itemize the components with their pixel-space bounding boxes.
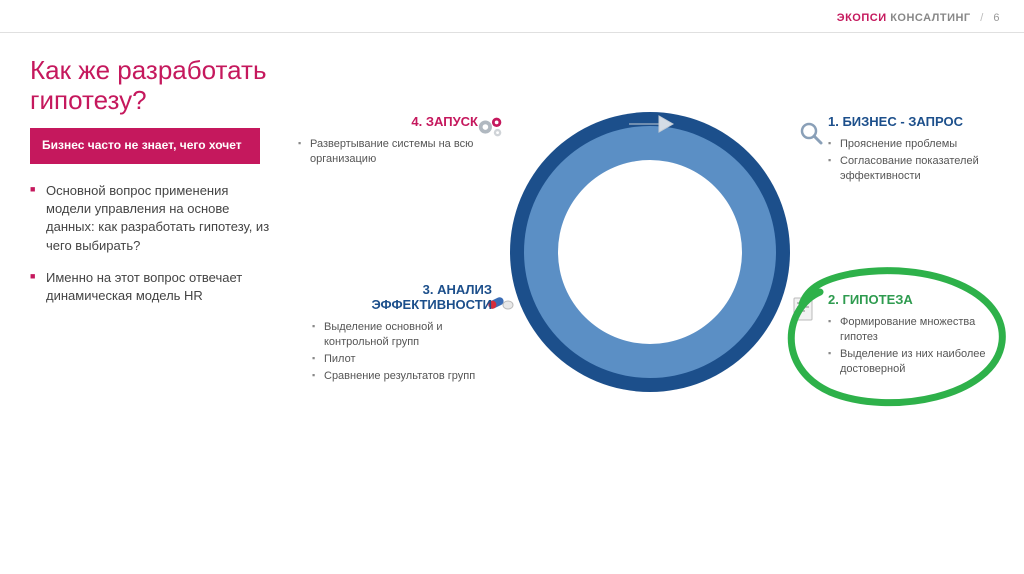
document-icon bbox=[788, 294, 818, 324]
cycle-ring bbox=[510, 112, 790, 392]
gears-icon bbox=[476, 112, 506, 142]
step-3-title: 3. АНАЛИЗ ЭФФЕКТИВНОСТИ bbox=[312, 282, 492, 312]
left-bullet-item: Основной вопрос применения модели управл… bbox=[30, 182, 270, 255]
header-separator: / bbox=[980, 12, 984, 24]
step-3-item: Выделение основной и контрольной групп bbox=[312, 320, 492, 350]
cycle-diagram: 1. БИЗНЕС - ЗАПРОС Прояснение проблемы С… bbox=[310, 62, 1010, 542]
step-3-list: Выделение основной и контрольной групп П… bbox=[312, 320, 492, 383]
page-number: 6 bbox=[993, 12, 1000, 24]
ring-hole bbox=[558, 160, 742, 344]
header-divider bbox=[0, 32, 1024, 33]
slide-title: Как же разработать гипотезу? bbox=[30, 56, 290, 116]
step-4-list: Развертывание системы на всю организацию bbox=[298, 137, 478, 167]
step-2-title: 2. ГИПОТЕЗА bbox=[828, 292, 1008, 307]
step-1-title: 1. БИЗНЕС - ЗАПРОС bbox=[828, 114, 998, 129]
step-3-item: Сравнение результатов групп bbox=[312, 369, 492, 384]
step-2-item: Формирование множества гипотез bbox=[828, 315, 1008, 345]
step-4-title: 4. ЗАПУСК bbox=[298, 114, 478, 129]
highlight-callout: Бизнес часто не знает, чего хочет bbox=[30, 128, 260, 164]
step-3-block: 3. АНАЛИЗ ЭФФЕКТИВНОСТИ Выделение основн… bbox=[312, 282, 492, 385]
left-bullet-list: Основной вопрос применения модели управл… bbox=[30, 182, 270, 319]
step-1-list: Прояснение проблемы Согласование показат… bbox=[828, 137, 998, 184]
brand-primary: ЭКОПСИ bbox=[837, 12, 887, 24]
step-4-block: 4. ЗАПУСК Развертывание системы на всю о… bbox=[298, 114, 478, 169]
step-4-item: Развертывание системы на всю организацию bbox=[298, 137, 478, 167]
step-1-item: Согласование показателей эффективности bbox=[828, 154, 998, 184]
step-3-item: Пилот bbox=[312, 352, 492, 367]
slide-header: ЭКОПСИ КОНСАЛТИНГ / 6 bbox=[837, 12, 1000, 24]
brand-secondary: КОНСАЛТИНГ bbox=[890, 12, 971, 24]
step-2-item: Выделение из них наиболее достоверной bbox=[828, 347, 1008, 377]
step-2-block: 2. ГИПОТЕЗА Формирование множества гипот… bbox=[828, 292, 1008, 378]
left-bullet-item: Именно на этот вопрос отвечает динамичес… bbox=[30, 269, 270, 305]
cycle-arrow-icon bbox=[620, 104, 680, 144]
step-1-block: 1. БИЗНЕС - ЗАПРОС Прояснение проблемы С… bbox=[828, 114, 998, 186]
step-2-list: Формирование множества гипотез Выделение… bbox=[828, 315, 1008, 376]
step-1-item: Прояснение проблемы bbox=[828, 137, 998, 152]
search-icon bbox=[796, 118, 826, 148]
